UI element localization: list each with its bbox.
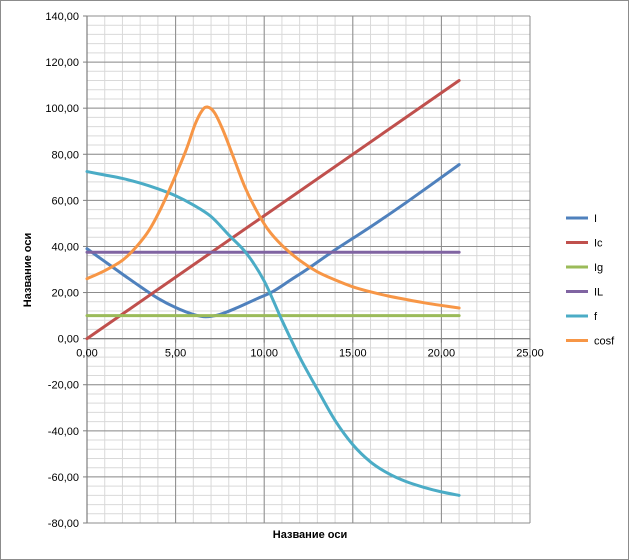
y-axis-title: Название оси: [22, 233, 34, 307]
major-grid: [86, 15, 531, 524]
legend: I Ic Ig IL f cosf: [566, 213, 615, 348]
y-tick-label: 20,00: [51, 288, 79, 300]
y-tick-label: 140,00: [45, 11, 79, 23]
y-tick-label: 60,00: [51, 195, 79, 207]
y-tick-label: 0,00: [58, 334, 79, 346]
y-tick-label: -20,00: [48, 380, 79, 392]
legend-label-ic: Ic: [594, 238, 603, 250]
x-tick-label: 10,00: [250, 348, 278, 360]
y-tick-label: -40,00: [48, 426, 79, 438]
x-tick-label: 20,00: [428, 348, 456, 360]
x-tick-labels: 0,00 5,00 10,00 15,00 20,00 25,00: [76, 348, 543, 360]
series-line-cosf: [85, 105, 461, 310]
x-tick-label: 0,00: [76, 348, 97, 360]
series-line-i: [85, 163, 461, 319]
series-line-ic: [85, 79, 461, 341]
x-tick-label: 15,00: [339, 348, 367, 360]
y-tick-label: -60,00: [48, 472, 79, 484]
legend-label-i: I: [594, 213, 597, 225]
legend-label-cosf: cosf: [594, 336, 615, 348]
x-tick-label: 25,00: [516, 348, 544, 360]
x-tick-label: 5,00: [165, 348, 186, 360]
legend-label-f: f: [594, 311, 598, 323]
legend-label-il: IL: [594, 287, 603, 299]
series-layer: [85, 79, 461, 497]
y-tick-labels: -80,00 -60,00 -40,00 -20,00 0,00 20,00 40,00 60…: [45, 11, 79, 530]
y-tick-label: -80,00: [48, 518, 79, 530]
series-line-f: [85, 170, 461, 497]
y-tick-label: 120,00: [45, 57, 79, 69]
legend-label-ig: Ig: [594, 262, 603, 274]
y-tick-label: 40,00: [51, 241, 79, 253]
axes: [83, 15, 531, 524]
y-tick-label: 80,00: [51, 149, 79, 161]
y-tick-label: 100,00: [45, 103, 79, 115]
x-axis-title: Название оси: [273, 529, 347, 541]
